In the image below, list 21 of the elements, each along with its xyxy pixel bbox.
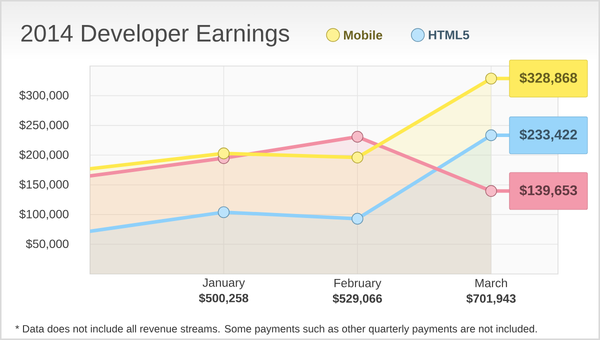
y-tick-label: $250,000 <box>19 120 69 131</box>
point <box>485 185 497 197</box>
y-tick-label: $50,000 <box>26 239 69 250</box>
y-tick-label: $300,000 <box>19 90 69 101</box>
text: * Data does not include all revenue streams. Some payments such as other quarterly payments are not included. <box>15 324 537 335</box>
x-tick-label: March $701,943 <box>466 278 516 304</box>
chart-title: 2014 Developer Earnings <box>21 24 290 46</box>
point <box>352 130 364 143</box>
point <box>218 206 230 218</box>
data-label: $233,422 <box>520 129 577 142</box>
y-tick-label: $100,000 <box>19 209 69 220</box>
point <box>485 129 497 142</box>
legend-label: HTML5 <box>428 30 470 40</box>
data-label: $328,868 <box>520 72 578 85</box>
x-tick-label: January $500,258 <box>198 278 248 304</box>
y-tick-label: $150,000 <box>19 180 69 190</box>
legend-label: Mobile <box>344 30 382 40</box>
point <box>352 212 364 225</box>
y-tick-label: $200,000 <box>19 150 69 160</box>
data-label: $139,653 <box>520 184 578 198</box>
x-tick-label: February $529,066 <box>332 278 382 304</box>
